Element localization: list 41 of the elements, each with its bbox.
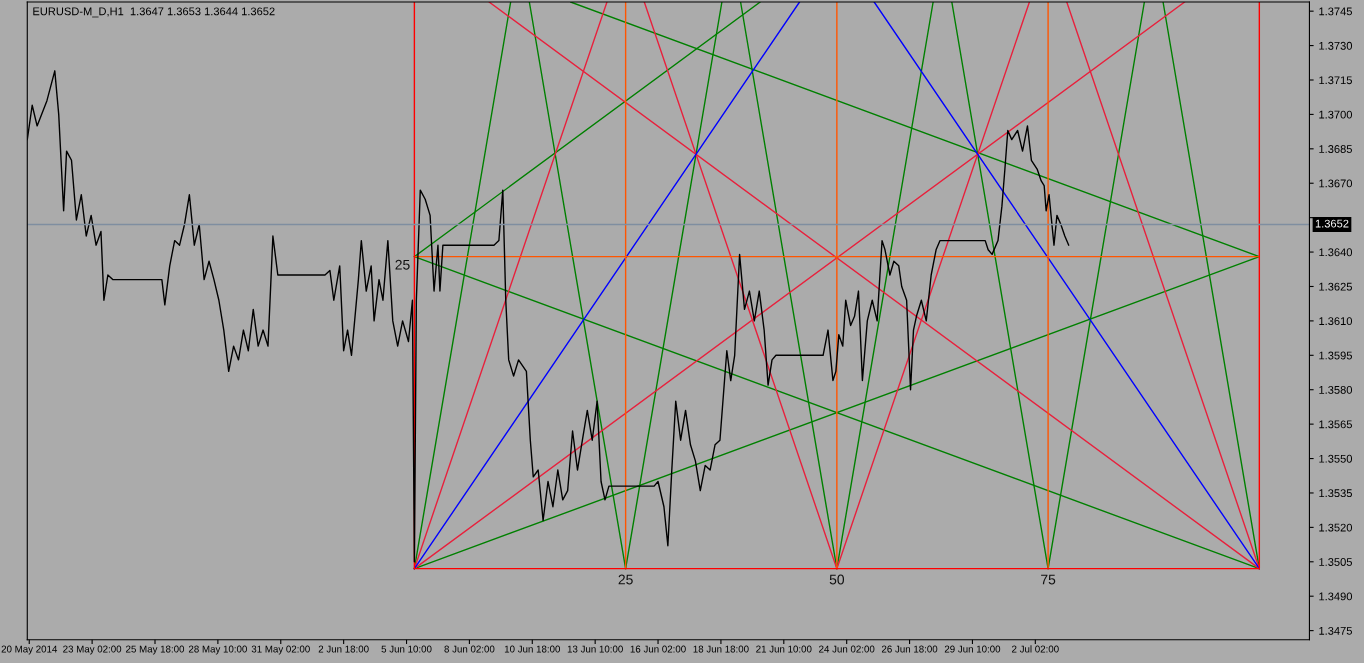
y-tick-label: 1.3520 [1319,523,1353,532]
x-tick-label: 10 Jun 18:00 [504,645,561,653]
y-tick-label: 1.3580 [1319,385,1353,394]
y-tick-label: 1.3670 [1319,179,1353,188]
x-tick-label: 29 Jun 10:00 [944,645,1001,653]
y-tick-label: 1.3505 [1319,558,1352,566]
annotation: 25 [618,574,633,585]
y-tick-label: 1.3490 [1319,592,1353,601]
x-tick-label: 2 Jul 02:00 [1012,645,1059,653]
x-tick-label: 26 Jun 18:00 [881,645,938,653]
x-tick-label: 23 May 02:00 [63,645,122,655]
x-tick-label: 5 Jun 10:00 [381,645,432,653]
y-tick-label: 1.3550 [1319,454,1353,463]
x-tick-label: 2 Jun 18:00 [318,645,369,653]
x-tick-label: 18 Jun 18:00 [693,645,749,653]
y-tick-label: 1.3745 [1319,7,1352,16]
annotation: 50 [829,574,845,585]
annotation: 75 [1041,574,1056,585]
y-tick-label: 1.3640 [1319,248,1353,257]
x-tick-label: 20 May 2014 [1,645,58,655]
y-tick-label: 1.3625 [1319,282,1352,291]
x-tick-label: 24 Jun 02:00 [819,645,875,653]
x-tick-label: 8 Jun 02:00 [444,645,495,653]
x-tick-label: 31 May 02:00 [251,645,310,655]
ref-line-label: 1.3652 [1315,219,1349,228]
y-tick-label: 1.3715 [1319,76,1352,85]
y-tick-label: 1.3685 [1319,145,1352,153]
x-tick-label: 13 Jun 10:00 [567,645,623,653]
chart-title: EURUSD-M_D,H1 1.3647 1.3653 1.3644 1.3652 [33,7,275,18]
y-tick-label: 1.3535 [1319,489,1352,498]
x-tick-label: 25 May 18:00 [126,645,185,655]
annotation: 25 [395,259,410,270]
x-tick-label: 16 Jun 02:00 [630,645,686,653]
y-tick-label: 1.3700 [1319,110,1353,119]
x-tick-label: 28 May 10:00 [188,645,247,655]
y-tick-label: 1.3610 [1319,317,1353,326]
y-tick-label: 1.3730 [1319,41,1353,50]
y-tick-label: 1.3475 [1319,626,1352,635]
x-tick-label: 21 Jun 10:00 [756,645,812,653]
y-tick-label: 1.3565 [1319,420,1352,429]
y-tick-label: 1.3595 [1319,351,1352,360]
